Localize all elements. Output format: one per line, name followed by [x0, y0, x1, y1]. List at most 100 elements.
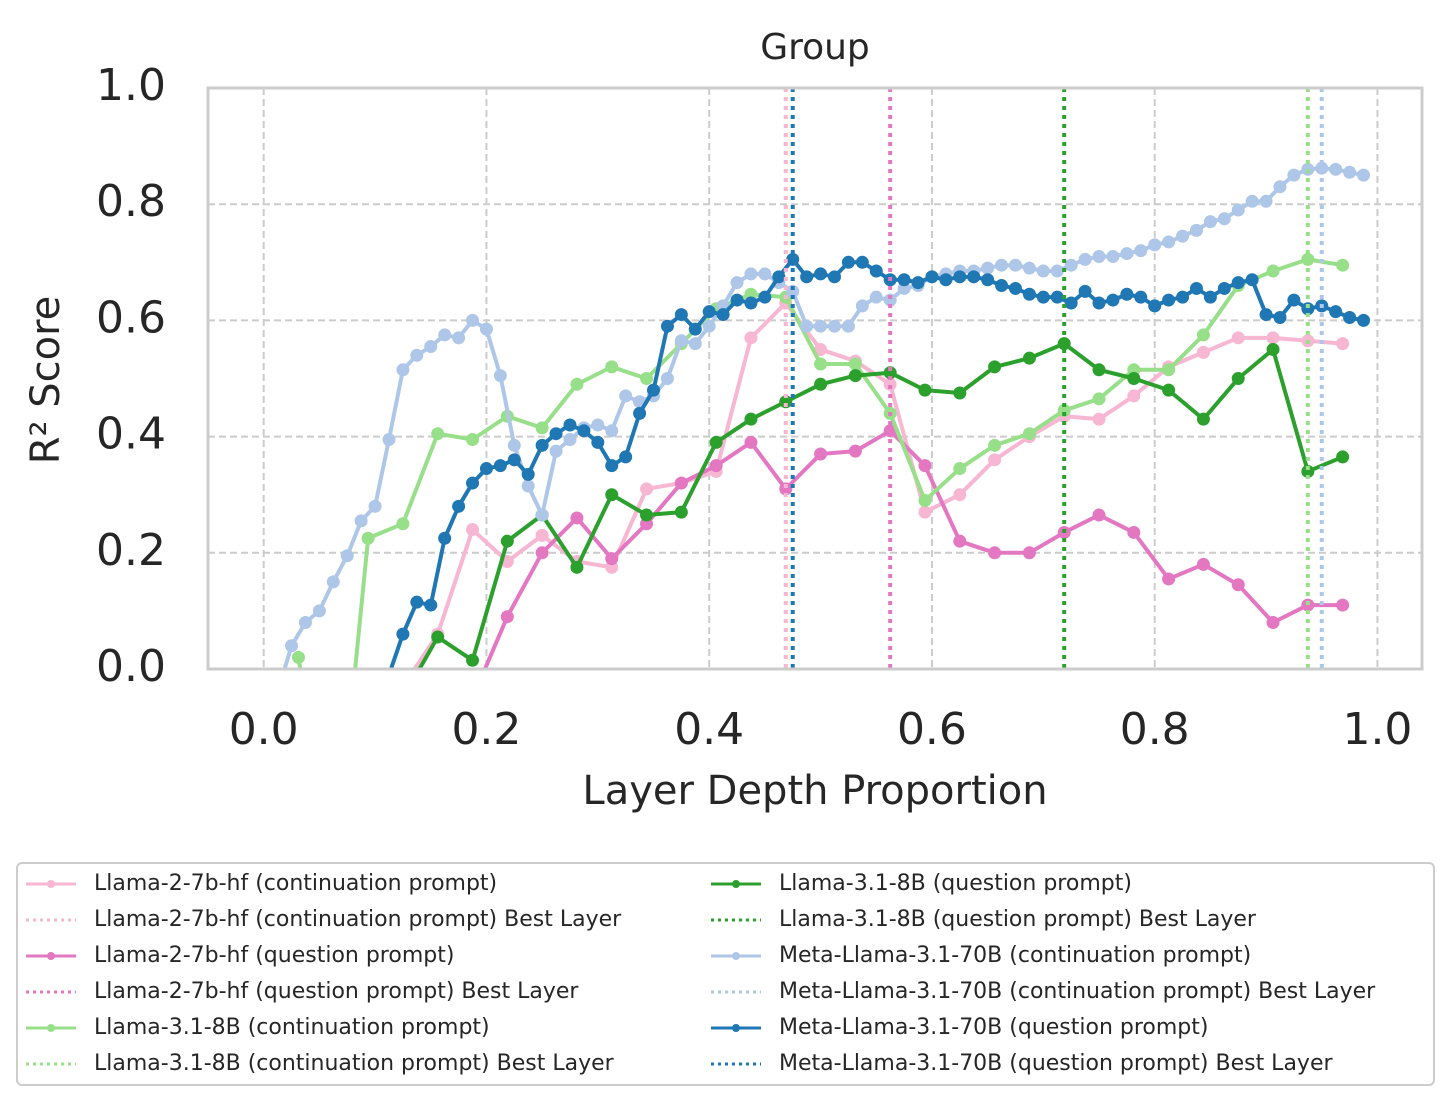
- legend-label: Meta-Llama-3.1-70B (continuation prompt): [779, 943, 1251, 968]
- data-point: [1148, 238, 1162, 252]
- data-point: [1162, 235, 1176, 249]
- data-point: [452, 499, 466, 513]
- data-point: [1127, 525, 1141, 539]
- data-point: [1266, 331, 1280, 345]
- data-point: [841, 319, 855, 333]
- data-point: [883, 377, 897, 391]
- data-point: [1231, 578, 1245, 592]
- data-point: [744, 412, 758, 426]
- y-tick-label: 1.0: [96, 60, 166, 111]
- data-point: [883, 366, 897, 380]
- data-point: [674, 476, 688, 490]
- data-point: [1127, 389, 1141, 403]
- data-point: [577, 424, 591, 438]
- data-point: [1008, 281, 1022, 295]
- data-point: [410, 595, 424, 609]
- data-point: [953, 462, 967, 476]
- legend-label: Meta-Llama-3.1-70B (continuation prompt)…: [779, 979, 1376, 1004]
- data-point: [591, 435, 605, 449]
- data-point: [1092, 296, 1106, 310]
- data-point: [953, 534, 967, 548]
- data-point: [466, 653, 480, 667]
- data-point: [521, 467, 535, 481]
- data-point: [1336, 258, 1350, 272]
- legend-label: Meta-Llama-3.1-70B (question prompt): [779, 1015, 1208, 1040]
- data-point: [640, 372, 654, 385]
- data-point: [1245, 273, 1259, 287]
- x-tick-label: 0.6: [897, 704, 967, 755]
- data-point: [848, 369, 862, 383]
- data-point: [1036, 290, 1050, 304]
- x-tick-label: 0.4: [674, 704, 744, 755]
- data-point: [591, 418, 605, 432]
- y-tick-label: 0.0: [96, 641, 166, 692]
- data-point: [674, 334, 688, 348]
- data-point: [814, 267, 828, 281]
- data-point: [1162, 383, 1176, 397]
- data-point: [1050, 264, 1064, 278]
- data-point: [1259, 194, 1273, 208]
- data-point: [786, 284, 800, 298]
- data-point: [570, 511, 584, 525]
- data-point: [1022, 261, 1036, 275]
- data-point: [1189, 223, 1203, 237]
- data-point: [1287, 168, 1301, 182]
- data-point: [1203, 215, 1217, 229]
- data-point: [758, 267, 772, 281]
- data-point: [1196, 412, 1210, 426]
- data-point: [1162, 363, 1176, 377]
- data-point: [967, 270, 981, 284]
- data-point: [563, 418, 577, 432]
- data-point: [730, 293, 744, 307]
- data-point: [1050, 290, 1064, 304]
- data-point: [1022, 427, 1036, 441]
- data-point: [1273, 310, 1287, 324]
- data-point: [688, 322, 702, 336]
- data-point: [827, 319, 841, 333]
- data-point: [1315, 161, 1329, 175]
- data-point: [431, 630, 445, 644]
- data-point: [382, 433, 396, 447]
- data-point: [1245, 194, 1259, 208]
- data-point: [570, 377, 584, 391]
- data-point: [848, 357, 862, 371]
- data-point: [883, 293, 897, 307]
- data-point: [1008, 258, 1022, 272]
- data-point: [1120, 247, 1134, 261]
- legend-label: Llama-2-7b-hf (question prompt) Best Lay…: [94, 979, 579, 1004]
- data-point: [361, 531, 375, 545]
- data-point: [855, 299, 869, 313]
- plot-frame: [206, 86, 1424, 671]
- legend-marker: [732, 1024, 740, 1032]
- data-point: [1266, 264, 1280, 278]
- data-point: [674, 308, 688, 322]
- legend-label: Llama-3.1-8B (continuation prompt): [94, 1015, 490, 1040]
- data-point: [1176, 229, 1190, 243]
- data-point: [674, 505, 688, 519]
- data-point: [1231, 372, 1245, 385]
- data-point: [535, 438, 549, 452]
- data-point: [1329, 305, 1343, 319]
- data-point: [640, 482, 654, 496]
- data-point: [507, 453, 521, 467]
- data-point: [466, 313, 480, 327]
- data-point: [744, 296, 758, 310]
- data-point: [1092, 249, 1106, 263]
- legend: [16, 862, 1435, 1086]
- plot-area: [282, 88, 1371, 669]
- data-point: [730, 276, 744, 290]
- data-point: [479, 462, 493, 476]
- data-point: [660, 319, 674, 333]
- data-point: [1203, 290, 1217, 304]
- legend-marker: [47, 880, 55, 888]
- data-point: [702, 319, 716, 333]
- data-point: [535, 546, 549, 560]
- data-point: [848, 444, 862, 458]
- data-point: [988, 546, 1002, 560]
- data-point: [953, 270, 967, 284]
- data-point: [479, 322, 493, 336]
- data-point: [521, 479, 535, 493]
- legend-label: Llama-3.1-8B (continuation prompt) Best …: [94, 1051, 615, 1076]
- data-point: [438, 531, 452, 545]
- data-point: [291, 650, 305, 664]
